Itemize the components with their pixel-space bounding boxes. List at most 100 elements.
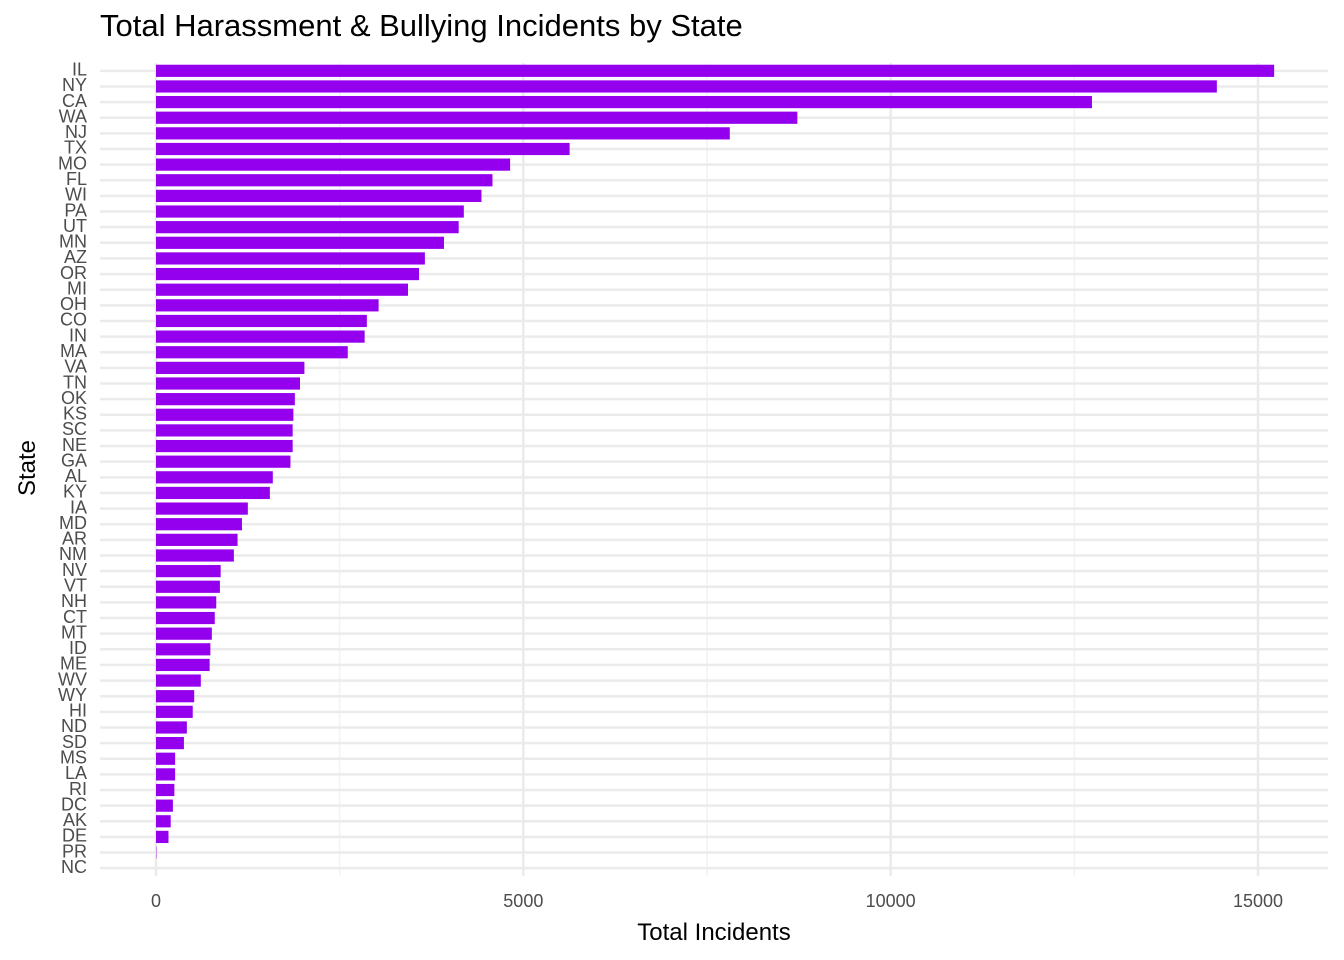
- bar-nv: [156, 565, 221, 578]
- x-tick-label: 10000: [866, 891, 916, 911]
- y-tick-label: FL: [66, 169, 87, 189]
- bar-nh: [156, 596, 217, 609]
- y-tick-label: WA: [59, 106, 87, 126]
- y-tick-label: KY: [63, 482, 87, 502]
- bar-nj: [156, 127, 730, 140]
- bars: [156, 64, 1275, 859]
- bar-nm: [156, 549, 234, 562]
- bar-mi: [156, 283, 408, 296]
- bar-ia: [156, 502, 248, 515]
- y-tick-label: CA: [62, 91, 87, 111]
- bar-pa: [156, 205, 464, 218]
- bar-vt: [156, 580, 220, 593]
- y-tick-label: NH: [61, 591, 87, 611]
- bar-oh: [156, 299, 379, 312]
- y-tick-label: AK: [63, 810, 87, 830]
- y-tick-label: TN: [63, 372, 87, 392]
- bar-ut: [156, 221, 459, 234]
- bar-ca: [156, 95, 1092, 109]
- y-tick-label: NC: [61, 857, 87, 877]
- y-tick-labels: ILNYCAWANJTXMOFLWIPAUTMNAZORMIOHCOINMAVA…: [58, 60, 87, 877]
- bar-ak: [156, 815, 171, 828]
- y-tick-label: PR: [62, 841, 87, 861]
- bar-ks: [156, 408, 294, 421]
- y-tick-label: WY: [58, 685, 87, 705]
- y-tick-label: UT: [63, 216, 87, 236]
- bar-wa: [156, 111, 798, 124]
- y-tick-label: TX: [64, 138, 87, 158]
- bar-wv: [156, 674, 201, 687]
- bar-la: [156, 768, 176, 781]
- bar-mo: [156, 158, 511, 171]
- bar-va: [156, 361, 305, 374]
- bar-me: [156, 658, 210, 672]
- bar-ma: [156, 346, 348, 359]
- bar-al: [156, 471, 273, 484]
- x-tick-label: 0: [151, 891, 161, 911]
- y-tick-label: RI: [69, 779, 87, 799]
- y-tick-label: NE: [62, 435, 87, 455]
- bar-tn: [156, 377, 300, 390]
- y-tick-label: ND: [61, 716, 87, 736]
- y-tick-label: KS: [63, 404, 87, 424]
- y-tick-label: VA: [64, 357, 87, 377]
- y-tick-label: MI: [67, 278, 87, 298]
- y-tick-label: DE: [62, 826, 87, 846]
- y-tick-label: SC: [62, 419, 87, 439]
- x-tick-label: 15000: [1233, 891, 1283, 911]
- y-tick-label: HI: [69, 701, 87, 721]
- bar-de: [156, 830, 169, 844]
- bar-ky: [156, 486, 270, 500]
- x-axis-title: Total Incidents: [637, 919, 790, 946]
- bar-nd: [156, 721, 187, 734]
- y-tick-label: IL: [72, 60, 87, 80]
- y-tick-label: NM: [59, 544, 87, 564]
- bar-in: [156, 330, 365, 343]
- chart-title: Total Harassment & Bullying Incidents by…: [100, 8, 743, 43]
- bar-fl: [156, 174, 493, 187]
- bar-az: [156, 252, 425, 265]
- y-tick-label: SD: [62, 732, 87, 752]
- x-tick-label: 5000: [503, 891, 543, 911]
- y-tick-label: MS: [60, 747, 87, 767]
- y-tick-label: CT: [63, 607, 87, 627]
- bar-tx: [156, 142, 570, 156]
- y-tick-label: GA: [61, 450, 87, 470]
- y-tick-label: MA: [60, 341, 87, 361]
- y-tick-label: IN: [69, 325, 87, 345]
- bar-ok: [156, 393, 295, 406]
- y-tick-label: MD: [59, 513, 87, 533]
- bar-id: [156, 643, 211, 656]
- y-tick-label: LA: [65, 763, 87, 783]
- bar-hi: [156, 705, 193, 718]
- y-tick-label: AZ: [64, 247, 87, 267]
- y-tick-label: IA: [70, 497, 87, 517]
- y-tick-label: AR: [62, 529, 87, 549]
- bar-ri: [156, 783, 175, 797]
- bar-ct: [156, 611, 215, 625]
- y-tick-label: MO: [58, 153, 87, 173]
- bar-ne: [156, 439, 293, 453]
- bar-wy: [156, 690, 195, 703]
- bar-co: [156, 314, 367, 328]
- y-tick-label: ID: [69, 638, 87, 658]
- y-tick-label: WV: [58, 669, 87, 689]
- y-tick-label: NJ: [65, 122, 87, 142]
- y-tick-label: OR: [60, 263, 87, 283]
- y-tick-label: NY: [62, 75, 87, 95]
- y-tick-label: OK: [61, 388, 87, 408]
- bar-sc: [156, 424, 293, 437]
- bar-dc: [156, 799, 173, 812]
- bar-wi: [156, 189, 482, 202]
- y-tick-label: PA: [64, 200, 87, 220]
- bar-il: [156, 64, 1275, 77]
- y-tick-label: WI: [65, 185, 87, 205]
- y-tick-label: MN: [59, 232, 87, 252]
- y-tick-label: ME: [60, 654, 87, 674]
- bar-ga: [156, 455, 291, 468]
- y-axis-title: State: [14, 440, 41, 496]
- y-tick-label: NV: [62, 560, 87, 580]
- x-tick-labels: 0 5000 10000 15000: [151, 891, 1283, 911]
- bar-or: [156, 267, 420, 281]
